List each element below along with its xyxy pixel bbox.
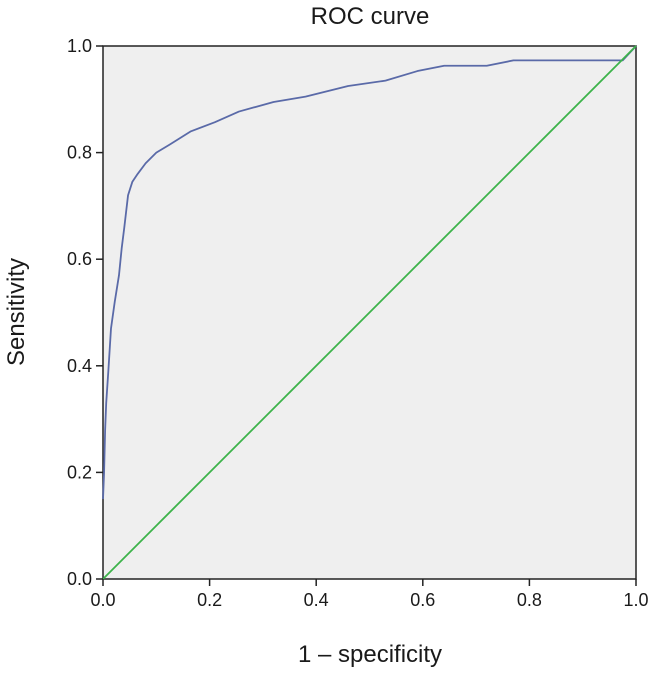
roc-curve-line	[102, 45, 637, 500]
series-layer	[102, 45, 637, 580]
axis-layer: 0.0 0.2 0.4 0.6 0.8 1.0 0.0 0.2 0.4 0.6 0.8 1.0	[67, 36, 649, 610]
y-tick-label: 0.8	[67, 143, 92, 163]
x-tick-label: 0.2	[197, 590, 222, 610]
x-tick-label: 0.0	[90, 590, 115, 610]
y-tick-label: 0.4	[67, 356, 92, 376]
x-tick-label: 0.4	[304, 590, 329, 610]
chart-title: ROC curve	[311, 3, 430, 30]
y-tick-label: 1.0	[67, 36, 92, 56]
y-tick-label: 0.2	[67, 462, 92, 482]
y-axis-label: Sensitivity	[3, 258, 30, 366]
y-tick-label: 0.0	[67, 569, 92, 589]
x-tick-label: 1.0	[623, 590, 648, 610]
x-axis-label: 1 – specificity	[298, 641, 442, 668]
reference-diagonal-line	[102, 45, 637, 580]
x-tick-label: 0.8	[517, 590, 542, 610]
x-tick-label: 0.6	[410, 590, 435, 610]
y-tick-label: 0.6	[67, 249, 92, 269]
